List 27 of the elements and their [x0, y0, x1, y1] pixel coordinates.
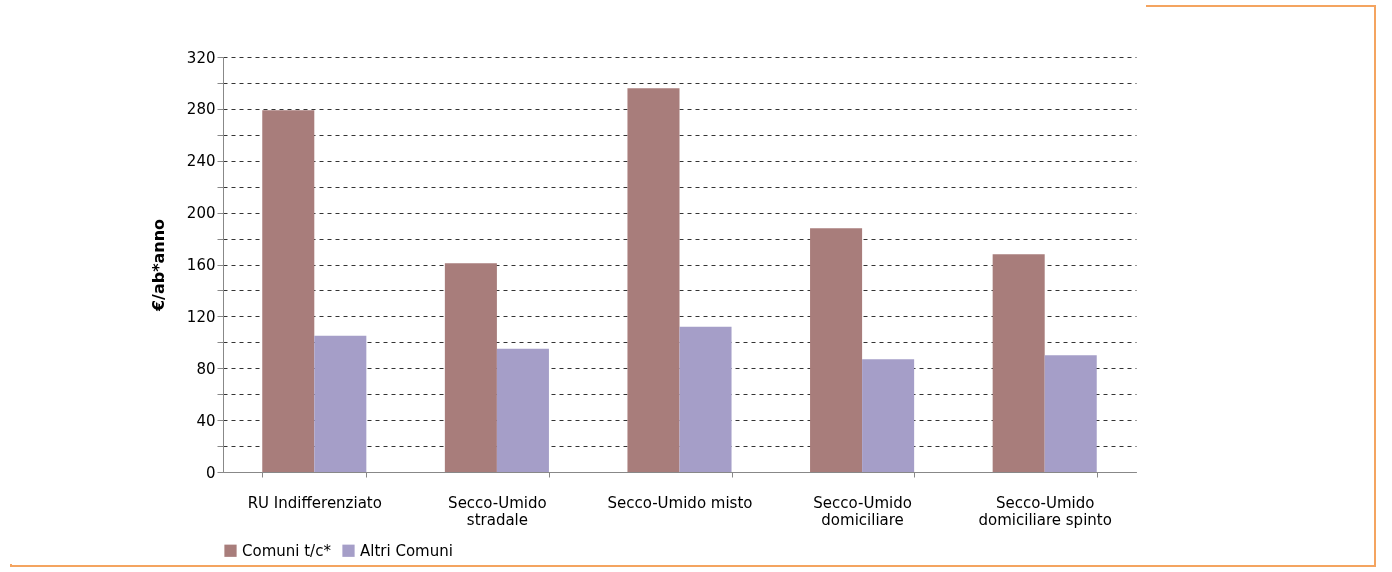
y-tick-label: 280: [186, 100, 216, 119]
y-axis-title: €/ab*anno: [148, 218, 168, 313]
y-tick-label: 240: [186, 152, 216, 171]
bar: [496, 348, 549, 472]
x-tick-label: Secco-Umido domiciliare spinto: [978, 493, 1112, 529]
bar: [262, 110, 315, 472]
x-tick-label: Secco-Umido stradale: [448, 493, 547, 529]
bar: [679, 326, 732, 472]
bar: [862, 359, 915, 472]
x-tick-label: RU Indifferenziato: [247, 493, 382, 512]
y-tick-label: 160: [186, 256, 216, 274]
legend-label: Comuni t/c*: [242, 541, 332, 560]
bar: [810, 228, 863, 472]
y-tick-label: 200: [186, 204, 216, 223]
bar: [1044, 355, 1097, 472]
bar: [444, 263, 497, 472]
y-tick-label: 80: [196, 359, 216, 378]
x-tick-label: Secco-Umido misto: [607, 493, 753, 512]
bar: [314, 335, 367, 472]
y-tick-label: 0: [205, 463, 216, 482]
bar: [627, 88, 680, 472]
legend-label: Altri Comuni: [360, 541, 453, 560]
bar: [992, 254, 1045, 472]
y-tick-label: 40: [196, 411, 216, 430]
y-tick-label: 320: [186, 48, 216, 67]
y-tick-label: 120: [186, 307, 216, 326]
x-tick-label: Secco-Umido domiciliare: [813, 493, 912, 529]
